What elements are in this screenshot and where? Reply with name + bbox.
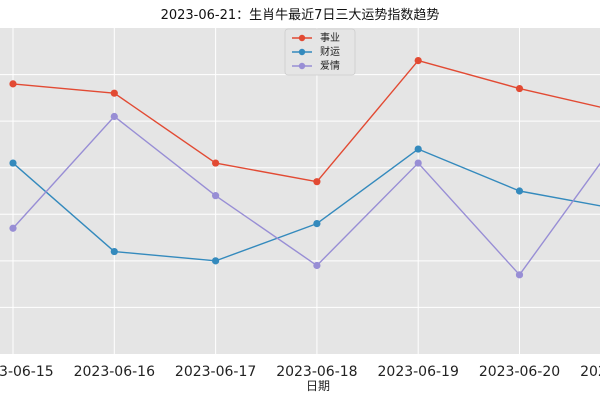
data-point-1-0 [9, 159, 17, 167]
data-point-0-1 [110, 89, 118, 97]
x-axis-label: 日期 [306, 379, 330, 393]
data-point-1-3 [313, 220, 321, 228]
x-tick-label: 2023-06-15 [0, 364, 54, 380]
data-point-1-4 [414, 145, 422, 153]
data-point-2-5 [515, 271, 524, 279]
data-point-2-0 [9, 224, 17, 232]
x-tick-label: 2023-06-17 [175, 364, 256, 380]
data-point-2-2 [212, 192, 220, 200]
data-point-0-4 [414, 57, 422, 65]
data-point-2-1 [110, 112, 118, 121]
data-point-2-3 [313, 261, 321, 270]
legend-swatch-marker-1 [298, 48, 306, 56]
x-tick-labels: 2023-06-15 2023-06-16 2023-06-17 2023-06-18… [0, 364, 600, 380]
data-point-2-4 [414, 159, 422, 167]
x-tick-label: 2023-06-19 [378, 364, 459, 380]
legend-label-2: 爱情 [320, 59, 340, 72]
legend-swatch-marker-0 [298, 34, 306, 42]
data-point-0-5 [515, 84, 524, 93]
x-tick-label: 2023-06-18 [276, 364, 357, 380]
data-point-1-5 [515, 187, 524, 195]
legend-label-0: 事业 [320, 31, 340, 44]
data-point-1-1 [110, 247, 118, 256]
x-tick-label: 2023-06-21 [580, 364, 600, 380]
legend-label-1: 财运 [320, 45, 340, 58]
data-point-1-2 [212, 257, 220, 265]
data-point-0-0 [9, 80, 17, 88]
x-tick-label: 2023-06-16 [74, 364, 155, 380]
series-layer [9, 57, 600, 279]
legend: 事业 财运 爱情 [284, 28, 356, 76]
legend-swatch-marker-2 [298, 62, 306, 70]
chart-title: 2023-06-21：生肖牛最近7日三大运势指数趋势 [161, 7, 440, 23]
x-tick-label: 2023-06-20 [479, 364, 560, 380]
plot-area [0, 28, 600, 354]
data-point-0-2 [212, 159, 220, 167]
data-point-0-3 [313, 178, 321, 186]
